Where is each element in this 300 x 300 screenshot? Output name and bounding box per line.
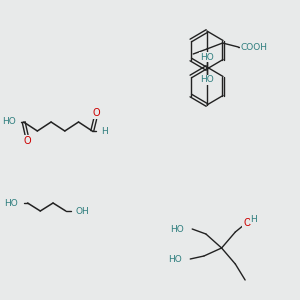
- Text: H: H: [250, 214, 257, 224]
- Text: HO: HO: [2, 118, 16, 127]
- Text: HO: HO: [200, 52, 214, 62]
- Text: HO: HO: [200, 76, 214, 85]
- Text: O: O: [92, 108, 100, 118]
- Text: O: O: [243, 218, 251, 228]
- Text: HO: HO: [169, 224, 183, 233]
- Text: HO: HO: [4, 199, 18, 208]
- Text: HO: HO: [168, 254, 182, 263]
- Text: COOH: COOH: [240, 43, 267, 52]
- Text: O: O: [24, 136, 32, 146]
- Text: OH: OH: [76, 206, 89, 215]
- Text: H: H: [100, 127, 107, 136]
